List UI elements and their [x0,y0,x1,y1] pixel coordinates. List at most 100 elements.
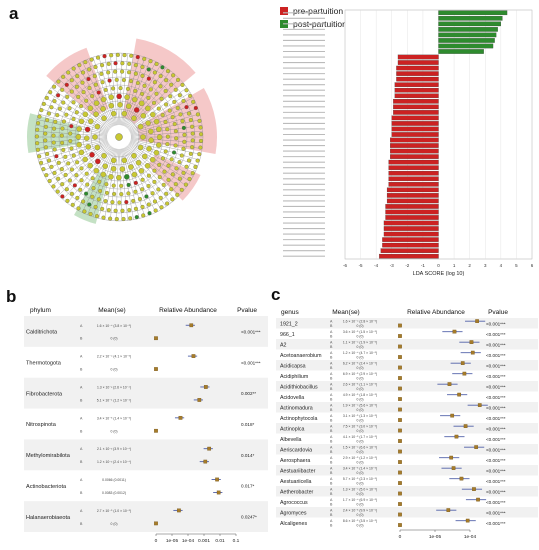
clade-node [170,172,175,177]
clade-node [92,134,98,140]
clade-node [81,90,86,95]
row-pvalue: <0.001*** [486,447,506,452]
clade-node [102,54,107,59]
row-group-label: A [80,447,83,451]
clade-node [147,211,152,216]
clade-node [69,167,75,172]
clade-node [34,134,39,139]
lda-bar [390,143,439,148]
row-point [475,319,479,323]
row-mean: 1.6 × 10⁻⁴ (2.8 × 10⁻⁵) [343,320,377,324]
lda-x-tick: 6 [531,263,534,268]
clade-node [93,82,98,87]
row-group-label: B [330,482,333,486]
row-pvalue: <0.001*** [486,510,506,515]
row-group-label: B [330,492,333,496]
row-point [398,502,402,506]
clade-node [75,160,80,165]
clade-node [156,134,163,140]
clade-node [153,149,160,156]
clade-branch [76,147,114,210]
clade-node [127,208,132,213]
clade-node [198,125,203,130]
row-mean: 0 (0) [111,337,118,341]
clade-node [163,88,168,94]
clade-node [101,115,107,121]
clade-node [89,152,95,158]
row-group-label: A [80,416,83,420]
clade-node [156,106,161,111]
clade-node [126,191,131,196]
clade-node [148,87,153,92]
row-name: Acidithiobacillus [280,384,318,390]
clade-node [120,61,125,66]
row-name: Actinophytocola [280,416,317,422]
row-name: Calditrichota [26,330,58,336]
row-point [447,382,452,386]
clade-node [193,164,198,170]
clade-branch [123,59,151,126]
clade-node [175,192,180,197]
row-mean: 0 (0) [111,429,118,433]
clade-node [144,163,151,169]
row-pvalue: <0.001*** [241,360,261,365]
table-row-band [276,318,538,329]
row-pvalue: <0.001*** [486,363,506,368]
table-row-band [24,439,268,471]
lda-bar [383,231,439,237]
clade-node [135,55,140,60]
clade-node [37,154,42,159]
clade-node [182,139,187,144]
lda-bar [385,204,439,209]
row-mean: 0 (0) [357,324,364,328]
clade-node [124,94,130,100]
row-mean: 0 (0) [357,377,364,381]
table-header-ra: Relative Abundance [159,307,217,314]
x-axis-tick-label: 0 [155,538,158,544]
clade-node [99,71,104,76]
panel-c-chart: genus Mean(se) Relative Abundance Pvalue 192… [276,309,538,540]
clade-node [51,140,56,145]
clade-node [115,52,120,57]
clade-node [131,198,136,203]
row-group-label: A [330,509,333,513]
row-mean: 1.7 × 10⁻⁴ (6.9 × 10⁻⁵) [343,498,377,502]
lda-bar [438,38,495,43]
row-group-label: A [330,383,333,387]
clade-node [48,90,53,95]
clade-node [152,179,157,184]
lda-x-tick: -5 [359,263,363,268]
table-row-band [276,444,538,455]
row-mean: 1.5 × 10⁻⁴ (6.6 × 10⁻⁵) [343,446,377,450]
clade-node [72,183,77,188]
lda-x-tick: -3 [390,263,394,268]
clade-node [165,142,170,147]
lda-x-tick: 5 [515,263,518,268]
lda-bar [388,182,439,187]
table-row-band [24,377,268,409]
clade-node [41,167,46,172]
row-group-label: B [330,356,333,360]
x-axis-tick-label: 1e-04 [464,534,477,540]
row-point [207,446,212,451]
lda-x-axis-label: LDA SCORE (log 10) [413,271,465,276]
clade-node [103,87,108,92]
row-name: Halanaerobiaeota [26,515,71,521]
row-name: Actinoplca [280,426,304,432]
clade-node [148,128,154,135]
clade-node [133,206,138,211]
row-point [469,340,474,345]
clade-node [146,173,151,178]
clade-node [173,87,178,92]
table-row-band [276,402,538,413]
row-pvalue: <0.001*** [486,468,506,473]
row-group-label: B [330,335,333,339]
clade-node [156,142,162,148]
lda-bar [391,115,439,121]
clade-node [177,93,182,98]
clade-node [197,152,202,157]
clade-node [97,179,102,184]
row-point [452,329,457,334]
clade-node [131,115,137,121]
clade-node [119,192,124,197]
